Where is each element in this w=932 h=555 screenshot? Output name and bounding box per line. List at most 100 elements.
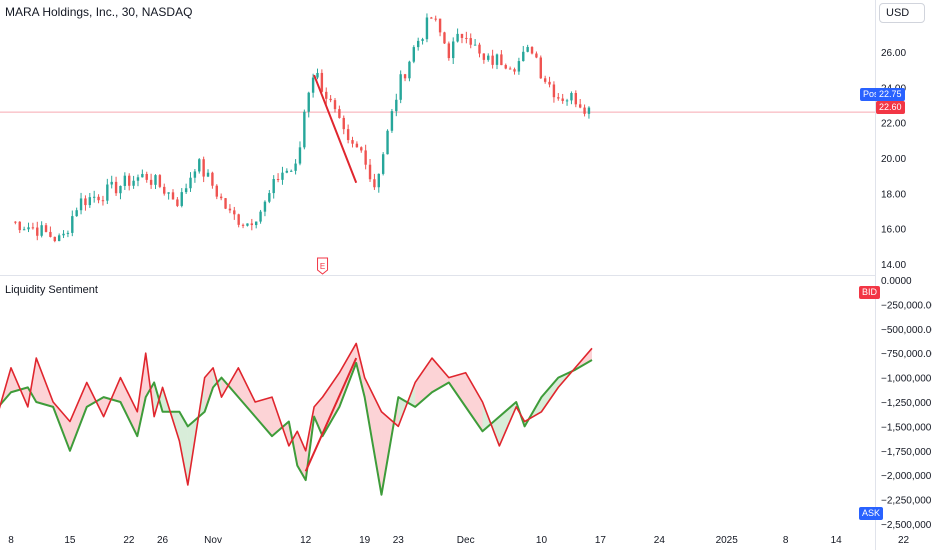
sentiment-fill xyxy=(204,367,214,412)
sentiment-fill xyxy=(356,343,365,398)
candle-body xyxy=(443,32,446,44)
candle-body xyxy=(508,68,512,70)
candle-body xyxy=(338,109,341,118)
currency-button[interactable]: USD xyxy=(879,3,925,23)
candle-body xyxy=(285,170,289,173)
price-axis-label: 26.00 xyxy=(881,48,906,59)
candle-body xyxy=(228,208,232,211)
bid-badge: BID xyxy=(859,286,881,299)
price-axis-label: 18.00 xyxy=(881,189,906,200)
candle-body xyxy=(543,78,547,82)
candle-body xyxy=(561,98,564,101)
candle-body xyxy=(290,170,293,172)
indicator-axis-label: −1,250,000.00 xyxy=(881,398,932,409)
candle-body xyxy=(53,236,56,242)
candle-body xyxy=(171,192,175,200)
candle-body xyxy=(18,221,21,231)
time-axis-label: 10 xyxy=(536,535,548,546)
candle-body xyxy=(215,185,218,197)
candle-body xyxy=(333,100,337,110)
indicator-axis-label: −250,000.00 xyxy=(881,300,932,311)
candle-body xyxy=(430,17,433,19)
time-axis-label: 22 xyxy=(898,535,910,546)
indicator-title[interactable]: Liquidity Sentiment xyxy=(5,284,98,296)
time-axis-label: Nov xyxy=(204,535,222,546)
price-axis-label: 20.00 xyxy=(881,154,906,165)
bid-sentiment-line xyxy=(0,342,593,486)
candle-body xyxy=(219,196,223,199)
candle-body xyxy=(167,192,170,194)
candle-body xyxy=(110,181,113,185)
candle-body xyxy=(75,210,78,217)
candle-body xyxy=(513,69,516,72)
candle-body xyxy=(583,107,586,114)
candle-body xyxy=(373,179,376,188)
candle-body xyxy=(438,18,442,33)
candle-body xyxy=(478,44,481,54)
sentiment-fill xyxy=(432,358,449,393)
indicator-axis-label: −1,000,000.00 xyxy=(881,374,932,385)
candle-body xyxy=(421,39,424,41)
candle-body xyxy=(368,164,372,180)
candle-body xyxy=(176,199,179,206)
candle-body xyxy=(456,33,459,42)
candle-body xyxy=(154,175,157,185)
candle-body xyxy=(416,40,420,48)
time-axis-label: 15 xyxy=(64,535,76,546)
time-axis-label: 19 xyxy=(359,535,371,546)
candle-body xyxy=(79,198,83,211)
candle-body xyxy=(268,193,271,202)
price-axis-label: 14.00 xyxy=(881,260,906,271)
candle-body xyxy=(66,232,70,234)
post-price-tag: 22.75 xyxy=(876,88,905,101)
candle-body xyxy=(106,184,109,201)
candle-body xyxy=(71,216,74,233)
candle-body xyxy=(552,84,556,98)
time-axis-label: 8 xyxy=(783,535,789,546)
candle-body xyxy=(530,47,534,54)
candle-body xyxy=(40,225,43,236)
time-axis-label: Dec xyxy=(457,535,475,546)
candle-body xyxy=(49,231,52,237)
sentiment-fill xyxy=(238,367,256,417)
time-axis-label: 26 xyxy=(157,535,169,546)
price-scale-border xyxy=(875,0,876,550)
candle-body xyxy=(189,177,192,189)
candle-body xyxy=(101,200,105,202)
ask-sentiment-line xyxy=(0,359,593,496)
symbol-title[interactable]: MARA Holdings, Inc., 30, NASDAQ xyxy=(5,5,193,19)
indicator-axis-label: −2,250,000.00 xyxy=(881,496,932,507)
post-price: 22.75 xyxy=(879,89,902,99)
candle-body xyxy=(526,47,529,52)
candle-body xyxy=(97,196,100,201)
sentiment-fill xyxy=(322,372,340,437)
candle-body xyxy=(578,104,582,108)
indicator-axis-label: −500,000.00 xyxy=(881,325,932,336)
candle-body xyxy=(128,175,131,186)
candle-body xyxy=(36,227,39,236)
candle-body xyxy=(84,198,87,206)
candle-body xyxy=(364,150,367,165)
candle-body xyxy=(377,173,380,188)
time-axis-label: 2025 xyxy=(716,535,739,546)
candle-body xyxy=(535,53,538,58)
candle-body xyxy=(487,55,490,60)
time-axis-label: 23 xyxy=(393,535,405,546)
candle-body xyxy=(447,43,451,59)
candle-body xyxy=(57,235,61,242)
candle-body xyxy=(329,98,332,101)
candle-body xyxy=(574,92,578,105)
candle-body xyxy=(390,111,394,131)
candle-body xyxy=(570,92,573,101)
candle-body xyxy=(294,163,297,171)
candle-body xyxy=(452,41,455,59)
pane-divider[interactable] xyxy=(0,275,875,276)
candle-body xyxy=(132,180,135,186)
candle-body xyxy=(504,65,507,69)
sentiment-fill xyxy=(465,372,483,432)
candle-body xyxy=(469,38,472,45)
candle-body xyxy=(351,140,354,144)
sentiment-fill xyxy=(448,372,466,407)
